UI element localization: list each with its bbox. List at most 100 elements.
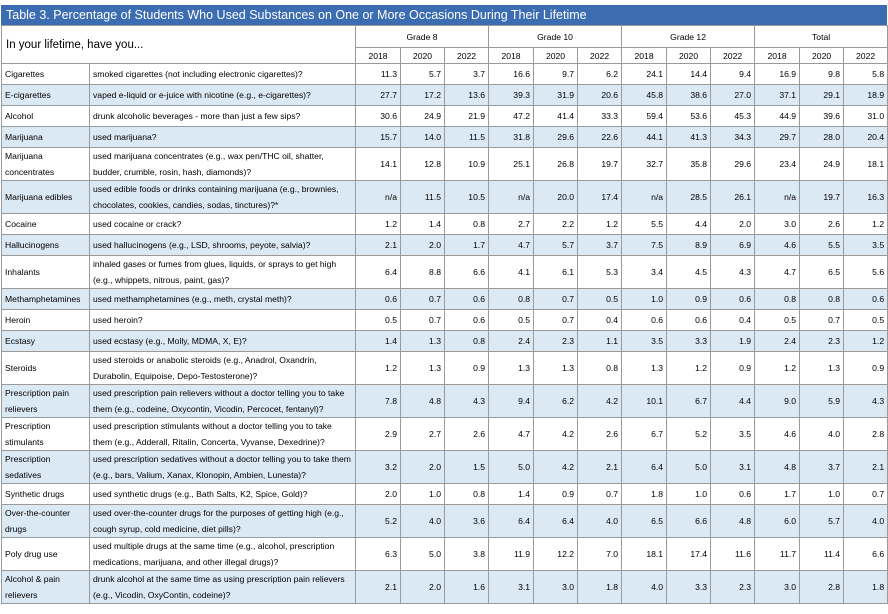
percentage-cell: 0.9: [533, 483, 579, 505]
percentage-cell: 4.7: [488, 417, 535, 451]
percentage-cell: 0.8: [443, 213, 490, 235]
substance-name: Prescription stimulants: [1, 417, 90, 451]
percentage-cell: 0.7: [843, 483, 888, 505]
percentage-cell: 6.2: [533, 384, 579, 418]
percentage-cell: 2.0: [400, 570, 445, 604]
percentage-cell: 17.4: [577, 180, 623, 214]
percentage-cell: 6.4: [488, 504, 535, 538]
table-row: Methamphetamines used methamphetamines (e…: [1, 288, 888, 310]
year-header: 2020: [666, 47, 712, 64]
substance-name: Steroids: [1, 351, 90, 385]
question-text: used ecstasy (e.g., Molly, MDMA, X, E)?: [89, 330, 356, 352]
percentage-cell: 4.2: [533, 450, 579, 484]
percentage-cell: 3.0: [754, 570, 801, 604]
percentage-cell: 2.0: [355, 483, 401, 505]
substance-name: Hallucinogens: [1, 234, 90, 256]
table-title: Table 3. Percentage of Students Who Used…: [1, 5, 887, 25]
group-header-grade-12: Grade 12: [621, 25, 756, 48]
table-row: Cigarettes smoked cigarettes (not includi…: [1, 63, 888, 85]
percentage-cell: 0.6: [666, 309, 712, 331]
percentage-cell: 0.5: [843, 309, 888, 331]
percentage-cell: 41.4: [533, 105, 579, 127]
substance-name: Inhalants: [1, 255, 90, 289]
percentage-cell: 3.1: [488, 570, 535, 604]
percentage-cell: 2.7: [488, 213, 535, 235]
percentage-cell: 6.1: [533, 255, 579, 289]
percentage-cell: 1.0: [621, 288, 668, 310]
group-header-total: Total: [754, 25, 888, 48]
percentage-cell: 6.3: [355, 537, 401, 571]
percentage-cell: 1.4: [355, 330, 401, 352]
percentage-cell: 0.9: [666, 288, 712, 310]
percentage-cell: 4.0: [843, 504, 888, 538]
percentage-cell: 28.0: [799, 126, 845, 148]
percentage-cell: 1.2: [843, 330, 888, 352]
question-text: used multiple drugs at the same time (e.…: [89, 537, 356, 571]
percentage-cell: 2.4: [488, 330, 535, 352]
percentage-cell: 34.3: [710, 126, 756, 148]
percentage-cell: 1.7: [754, 483, 801, 505]
percentage-cell: 6.5: [799, 255, 845, 289]
percentage-cell: 45.3: [710, 105, 756, 127]
percentage-cell: 4.7: [488, 234, 535, 256]
percentage-cell: 17.4: [666, 537, 712, 571]
percentage-cell: 7.5: [621, 234, 668, 256]
percentage-cell: 3.0: [754, 213, 801, 235]
percentage-cell: 6.2: [577, 63, 623, 85]
percentage-cell: 18.1: [621, 537, 668, 571]
question-text: used cocaine or crack?: [89, 213, 356, 235]
percentage-cell: 38.6: [666, 84, 712, 106]
percentage-cell: 0.9: [443, 351, 490, 385]
percentage-cell: 3.7: [443, 63, 490, 85]
percentage-cell: 31.8: [488, 126, 535, 148]
percentage-cell: n/a: [355, 180, 401, 214]
percentage-cell: 16.3: [843, 180, 888, 214]
table-row: E-cigarettes vaped e-liquid or e-juice wi…: [1, 84, 888, 106]
table-row: Cocaine used cocaine or crack? 1.2 1.4 0.8 2.…: [1, 213, 888, 235]
percentage-cell: 4.4: [666, 213, 712, 235]
percentage-cell: 0.8: [488, 288, 535, 310]
percentage-cell: 0.9: [710, 351, 756, 385]
percentage-cell: 2.0: [400, 450, 445, 484]
percentage-cell: 6.7: [666, 384, 712, 418]
percentage-cell: 5.0: [400, 537, 445, 571]
question-text: smoked cigarettes (not including electro…: [89, 63, 356, 85]
percentage-cell: 1.0: [799, 483, 845, 505]
percentage-cell: 2.7: [400, 417, 445, 451]
percentage-cell: 0.8: [799, 288, 845, 310]
percentage-cell: 8.8: [400, 255, 445, 289]
percentage-cell: 4.4: [710, 384, 756, 418]
percentage-cell: 1.8: [577, 570, 623, 604]
percentage-cell: 4.8: [710, 504, 756, 538]
percentage-cell: 1.2: [843, 213, 888, 235]
percentage-cell: 1.8: [843, 570, 888, 604]
percentage-cell: 20.4: [843, 126, 888, 148]
substance-name: Synthetic drugs: [1, 483, 90, 505]
percentage-cell: 2.8: [843, 417, 888, 451]
percentage-cell: 1.3: [533, 351, 579, 385]
table-row: Steroids used steroids or anabolic steroi…: [1, 351, 888, 385]
percentage-cell: 14.4: [666, 63, 712, 85]
percentage-cell: 4.0: [799, 417, 845, 451]
percentage-cell: 2.3: [710, 570, 756, 604]
percentage-cell: 1.8: [621, 483, 668, 505]
percentage-cell: 2.1: [355, 234, 401, 256]
percentage-cell: 0.4: [710, 309, 756, 331]
percentage-cell: 12.2: [533, 537, 579, 571]
percentage-cell: 3.2: [355, 450, 401, 484]
substance-name: Poly drug use: [1, 537, 90, 571]
percentage-cell: 16.6: [488, 63, 535, 85]
table-row: Prescription sedatives used prescription …: [1, 450, 888, 484]
percentage-cell: 10.5: [443, 180, 490, 214]
percentage-cell: 5.7: [799, 504, 845, 538]
percentage-cell: 32.7: [621, 147, 668, 181]
percentage-cell: 1.2: [754, 351, 801, 385]
percentage-cell: 41.3: [666, 126, 712, 148]
percentage-cell: 0.5: [577, 288, 623, 310]
percentage-cell: 5.8: [843, 63, 888, 85]
percentage-cell: 1.9: [710, 330, 756, 352]
percentage-cell: 1.3: [400, 330, 445, 352]
percentage-cell: 2.9: [355, 417, 401, 451]
percentage-cell: 1.7: [443, 234, 490, 256]
percentage-cell: 0.6: [710, 288, 756, 310]
